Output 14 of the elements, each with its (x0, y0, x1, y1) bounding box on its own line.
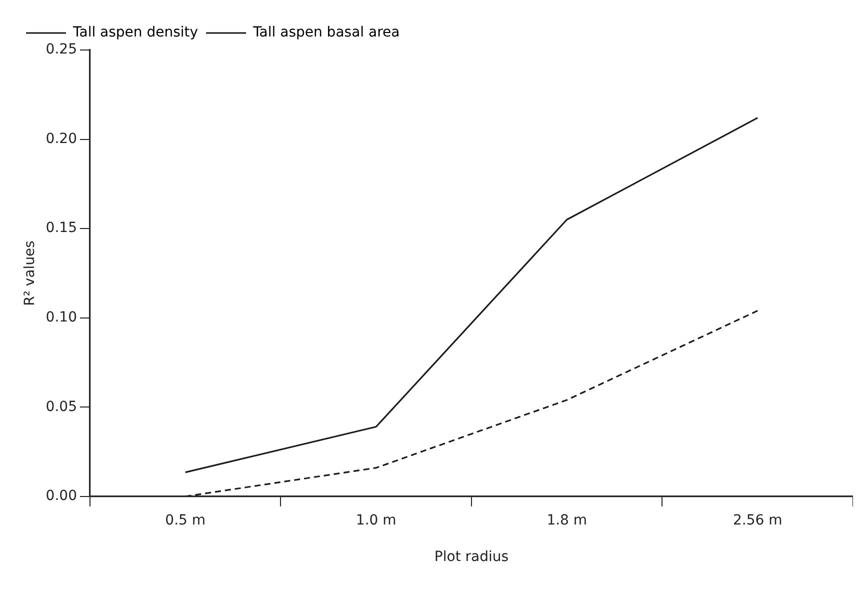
x-tick-label: 2.56 m (732, 512, 782, 528)
y-tick-label: 0.20 (46, 130, 77, 147)
legend-label: Tall aspen density (72, 24, 198, 41)
x-tick-label: 0.5 m (165, 512, 206, 528)
x-tick-label: 1.8 m (546, 512, 588, 528)
y-tick-label: 0.05 (46, 398, 77, 415)
y-tick-label: 0.15 (46, 220, 77, 236)
y-tick-label: 0.25 (46, 42, 77, 58)
x-axis-title: Plot radius (434, 549, 509, 566)
y-tick-label: 0.00 (46, 488, 77, 504)
x-tick-label: 1.0 m (356, 512, 396, 528)
legend-label: Tall aspen basal area (252, 24, 400, 41)
y-axis-title: R² values (22, 240, 38, 306)
y-tick-label: 0.10 (46, 309, 77, 326)
